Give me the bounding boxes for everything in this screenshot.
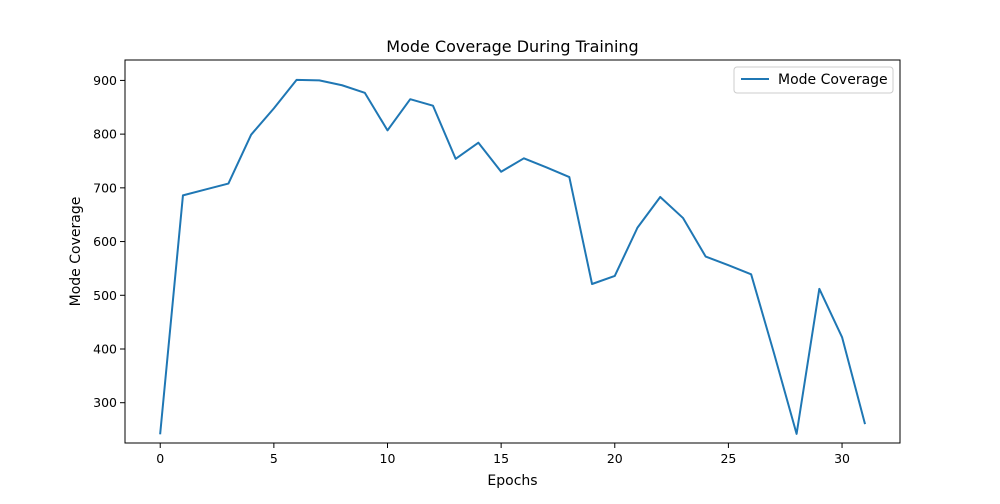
x-tick-label: 30 — [834, 451, 850, 466]
x-tick-label: 5 — [270, 451, 278, 466]
x-tick-label: 10 — [380, 451, 396, 466]
x-tick-label: 15 — [493, 451, 509, 466]
legend-label-mode-coverage: Mode Coverage — [778, 72, 888, 88]
y-tick-label: 300 — [93, 395, 117, 410]
y-tick-label: 900 — [93, 73, 117, 88]
y-axis-label: Mode Coverage — [68, 197, 84, 307]
x-axis-label: Epochs — [487, 473, 537, 489]
x-tick-label: 25 — [720, 451, 736, 466]
x-tick-label: 20 — [607, 451, 623, 466]
chart-title: Mode Coverage During Training — [386, 37, 638, 56]
y-tick-label: 400 — [93, 341, 117, 356]
y-tick-label: 700 — [93, 180, 117, 195]
x-tick-label: 0 — [156, 451, 164, 466]
y-tick-label: 600 — [93, 234, 117, 249]
y-tick-label: 500 — [93, 288, 117, 303]
legend: Mode Coverage — [734, 67, 893, 93]
y-tick-label: 800 — [93, 127, 117, 142]
